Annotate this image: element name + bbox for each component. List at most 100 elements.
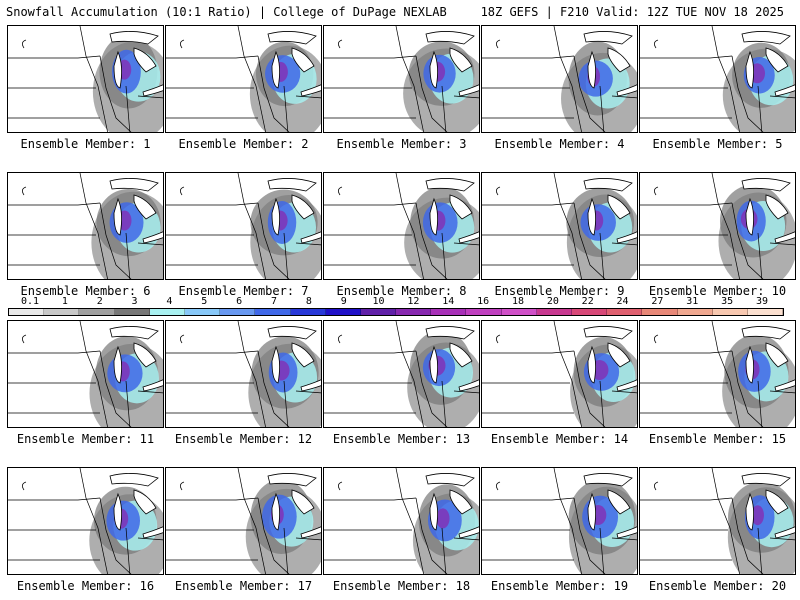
colorbar-swatch bbox=[642, 309, 678, 315]
snowfall-map bbox=[482, 26, 637, 132]
panel-label: Ensemble Member: 18 bbox=[332, 579, 471, 593]
header: Snowfall Accumulation (10:1 Ratio) | Col… bbox=[0, 0, 800, 24]
snowfall-map bbox=[166, 321, 321, 427]
colorbar-tick-label: 20 bbox=[546, 296, 559, 307]
panel-label: Ensemble Member: 4 bbox=[494, 137, 625, 151]
colorbar-swatch bbox=[431, 309, 467, 315]
colorbar-tick-label: 18 bbox=[511, 296, 525, 307]
snowfall-map bbox=[166, 26, 321, 132]
colorbar-tick-label: 16 bbox=[477, 296, 490, 307]
panel-label: Ensemble Member: 2 bbox=[178, 137, 309, 151]
snowfall-map bbox=[640, 26, 795, 132]
colorbar-swatch bbox=[79, 309, 115, 315]
panel-label: Ensemble Member: 10 bbox=[648, 284, 787, 298]
panel-label: Ensemble Member: 15 bbox=[648, 432, 787, 446]
snowfall-map bbox=[8, 468, 163, 574]
ensemble-panel: Ensemble Member: 19 bbox=[481, 467, 638, 593]
colorbar-swatch bbox=[360, 309, 397, 315]
snowfall-map bbox=[8, 173, 163, 279]
panel-label: Ensemble Member: 9 bbox=[494, 284, 625, 298]
colorbar-tick-label: 39 bbox=[755, 296, 769, 307]
colorbar-tick-label: 24 bbox=[616, 296, 629, 307]
colorbar-swatch bbox=[290, 309, 326, 315]
ensemble-panel: Ensemble Member: 11 bbox=[7, 320, 164, 446]
colorbar-legend: 0.1 1 2 3 4 5 6 7 8 9 10 12 14 16 18 20 22 24 27 31 35 39 bbox=[8, 296, 784, 316]
colorbar-tick-label: 6 bbox=[236, 296, 243, 307]
colorbar-swatch bbox=[607, 309, 643, 315]
colorbar-swatch bbox=[44, 309, 80, 315]
colorbar-swatches bbox=[8, 308, 784, 316]
colorbar-swatch bbox=[747, 309, 784, 315]
colorbar-tick-label: 4 bbox=[166, 296, 173, 307]
colorbar-swatch bbox=[114, 309, 150, 315]
colorbar-tick-label: 31 bbox=[686, 296, 699, 307]
snowfall-map bbox=[166, 468, 321, 574]
panel-map bbox=[7, 172, 164, 280]
snowfall-map bbox=[640, 173, 795, 279]
ensemble-panel: Ensemble Member: 18 bbox=[323, 467, 480, 593]
panel-map bbox=[7, 320, 164, 428]
ensemble-panel: Ensemble Member: 2 bbox=[165, 25, 322, 151]
panel-label: Ensemble Member: 11 bbox=[16, 432, 155, 446]
ensemble-panel: Ensemble Member: 3 bbox=[323, 25, 480, 151]
ensemble-panel: Ensemble Member: 14 bbox=[481, 320, 638, 446]
panel-label: Ensemble Member: 7 bbox=[178, 284, 309, 298]
panel-map bbox=[165, 25, 322, 133]
colorbar-tick-label: 10 bbox=[372, 296, 385, 307]
colorbar-tick-label: 22 bbox=[581, 296, 594, 307]
panel-label: Ensemble Member: 13 bbox=[332, 432, 471, 446]
panel-label: Ensemble Member: 17 bbox=[174, 579, 313, 593]
snowfall-map bbox=[324, 173, 479, 279]
colorbar-tick-label: 9 bbox=[340, 296, 347, 307]
colorbar-tick-label: 8 bbox=[305, 296, 312, 307]
colorbar-swatch bbox=[184, 309, 221, 315]
panel-map bbox=[165, 320, 322, 428]
panel-map bbox=[481, 25, 638, 133]
colorbar-tick-label: 2 bbox=[96, 296, 103, 307]
colorbar-swatch bbox=[149, 309, 185, 315]
panel-map bbox=[639, 320, 796, 428]
panel-label: Ensemble Member: 16 bbox=[16, 579, 155, 593]
snowfall-map bbox=[324, 468, 479, 574]
ensemble-panel: Ensemble Member: 6 bbox=[7, 172, 164, 298]
ensemble-panel: Ensemble Member: 13 bbox=[323, 320, 480, 446]
snowfall-map bbox=[324, 321, 479, 427]
colorbar-tick-label: 12 bbox=[407, 296, 420, 307]
ensemble-panel: Ensemble Member: 9 bbox=[481, 172, 638, 298]
ensemble-panel: Ensemble Member: 8 bbox=[323, 172, 480, 298]
snowfall-map bbox=[482, 173, 637, 279]
colorbar-tick-label: 5 bbox=[201, 296, 208, 307]
snowfall-map bbox=[482, 321, 637, 427]
colorbar-swatch bbox=[572, 309, 608, 315]
colorbar-swatch bbox=[466, 309, 502, 315]
panel-map bbox=[7, 467, 164, 575]
colorbar-tick-label: 3 bbox=[131, 296, 138, 307]
ensemble-panel: Ensemble Member: 17 bbox=[165, 467, 322, 593]
snowfall-map bbox=[640, 468, 795, 574]
colorbar-tick-label: 1 bbox=[61, 296, 68, 307]
snowfall-map bbox=[640, 321, 795, 427]
snowfall-map bbox=[8, 321, 163, 427]
panel-map bbox=[481, 172, 638, 280]
ensemble-panel: Ensemble Member: 15 bbox=[639, 320, 796, 446]
panel-label: Ensemble Member: 1 bbox=[20, 137, 151, 151]
snowfall-map bbox=[166, 173, 321, 279]
colorbar-swatch bbox=[501, 309, 537, 315]
colorbar-swatch bbox=[9, 309, 45, 315]
snowfall-map bbox=[324, 26, 479, 132]
panel-label: Ensemble Member: 5 bbox=[652, 137, 783, 151]
colorbar-swatch bbox=[255, 309, 291, 315]
colorbar-tick-label: 14 bbox=[442, 296, 455, 307]
panel-label: Ensemble Member: 3 bbox=[336, 137, 467, 151]
panel-map bbox=[639, 172, 796, 280]
colorbar-tick-label: 27 bbox=[651, 296, 664, 307]
panel-map bbox=[481, 467, 638, 575]
panel-map bbox=[323, 320, 480, 428]
panel-map bbox=[639, 467, 796, 575]
snowfall-map bbox=[8, 26, 163, 132]
panel-map bbox=[323, 25, 480, 133]
ensemble-panel: Ensemble Member: 12 bbox=[165, 320, 322, 446]
ensemble-panel: Ensemble Member: 4 bbox=[481, 25, 638, 151]
run-valid-time: 18Z GEFS | F210 Valid: 12Z TUE NOV 18 20… bbox=[480, 5, 784, 19]
colorbar-swatch bbox=[536, 309, 572, 315]
